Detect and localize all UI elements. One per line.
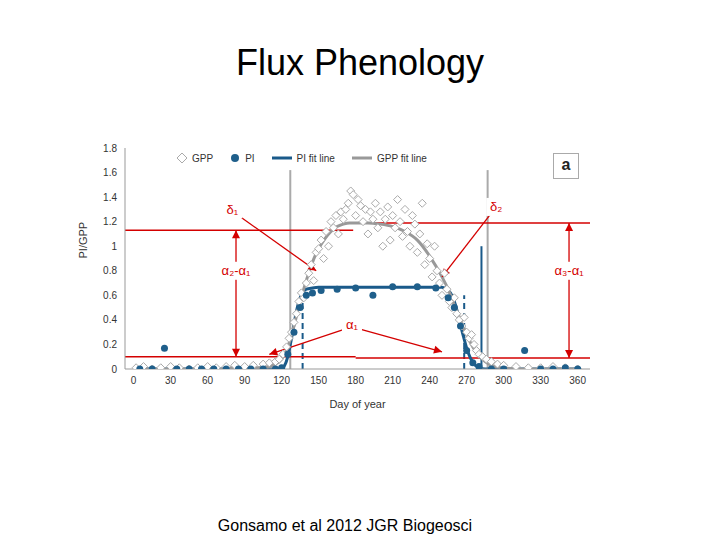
svg-text:PI/GPP: PI/GPP bbox=[77, 222, 89, 259]
svg-text:α₃-α₁: α₃-α₁ bbox=[555, 263, 585, 278]
svg-text:1.6: 1.6 bbox=[103, 167, 117, 178]
svg-text:360: 360 bbox=[569, 375, 586, 386]
svg-text:0.6: 0.6 bbox=[103, 290, 117, 301]
svg-text:0: 0 bbox=[111, 364, 117, 375]
svg-text:Day of year: Day of year bbox=[329, 398, 386, 410]
svg-text:δ₁: δ₁ bbox=[226, 202, 238, 217]
html-text:Gonsamo et al 2012 JGR Biogeos: Gonsamo et al 2012 JGR Biogeosci bbox=[217, 517, 473, 534]
html-text:GPP: GPP bbox=[192, 152, 214, 164]
html-text:GPP fit line: GPP fit line bbox=[376, 152, 427, 164]
html-text:Flux Phenology: Flux Phenology bbox=[235, 42, 485, 83]
svg-text:0.8: 0.8 bbox=[103, 265, 117, 276]
html-text:PI: PI bbox=[245, 152, 255, 164]
html-text:a: a bbox=[561, 156, 571, 173]
svg-text:1.2: 1.2 bbox=[103, 216, 117, 227]
svg-text:1: 1 bbox=[111, 241, 117, 252]
svg-text:270: 270 bbox=[458, 375, 475, 386]
svg-text:240: 240 bbox=[421, 375, 438, 386]
svg-text:210: 210 bbox=[384, 375, 401, 386]
svg-text:δ₂: δ₂ bbox=[490, 199, 502, 214]
svg-text:150: 150 bbox=[310, 375, 327, 386]
svg-text:0.2: 0.2 bbox=[103, 339, 117, 350]
svg-text:330: 330 bbox=[532, 375, 549, 386]
svg-text:120: 120 bbox=[273, 375, 290, 386]
svg-text:180: 180 bbox=[347, 375, 364, 386]
svg-text:0: 0 bbox=[131, 375, 137, 386]
html-text:PI fit line: PI fit line bbox=[296, 152, 335, 164]
svg-text:30: 30 bbox=[165, 375, 177, 386]
svg-text:300: 300 bbox=[495, 375, 512, 386]
svg-text:α₁: α₁ bbox=[346, 317, 359, 332]
svg-text:1.4: 1.4 bbox=[103, 192, 117, 203]
svg-text:1.8: 1.8 bbox=[103, 143, 117, 154]
svg-text:90: 90 bbox=[239, 375, 251, 386]
svg-text:α₂-α₁: α₂-α₁ bbox=[222, 263, 251, 278]
svg-text:0.4: 0.4 bbox=[103, 314, 117, 325]
svg-text:60: 60 bbox=[202, 375, 214, 386]
